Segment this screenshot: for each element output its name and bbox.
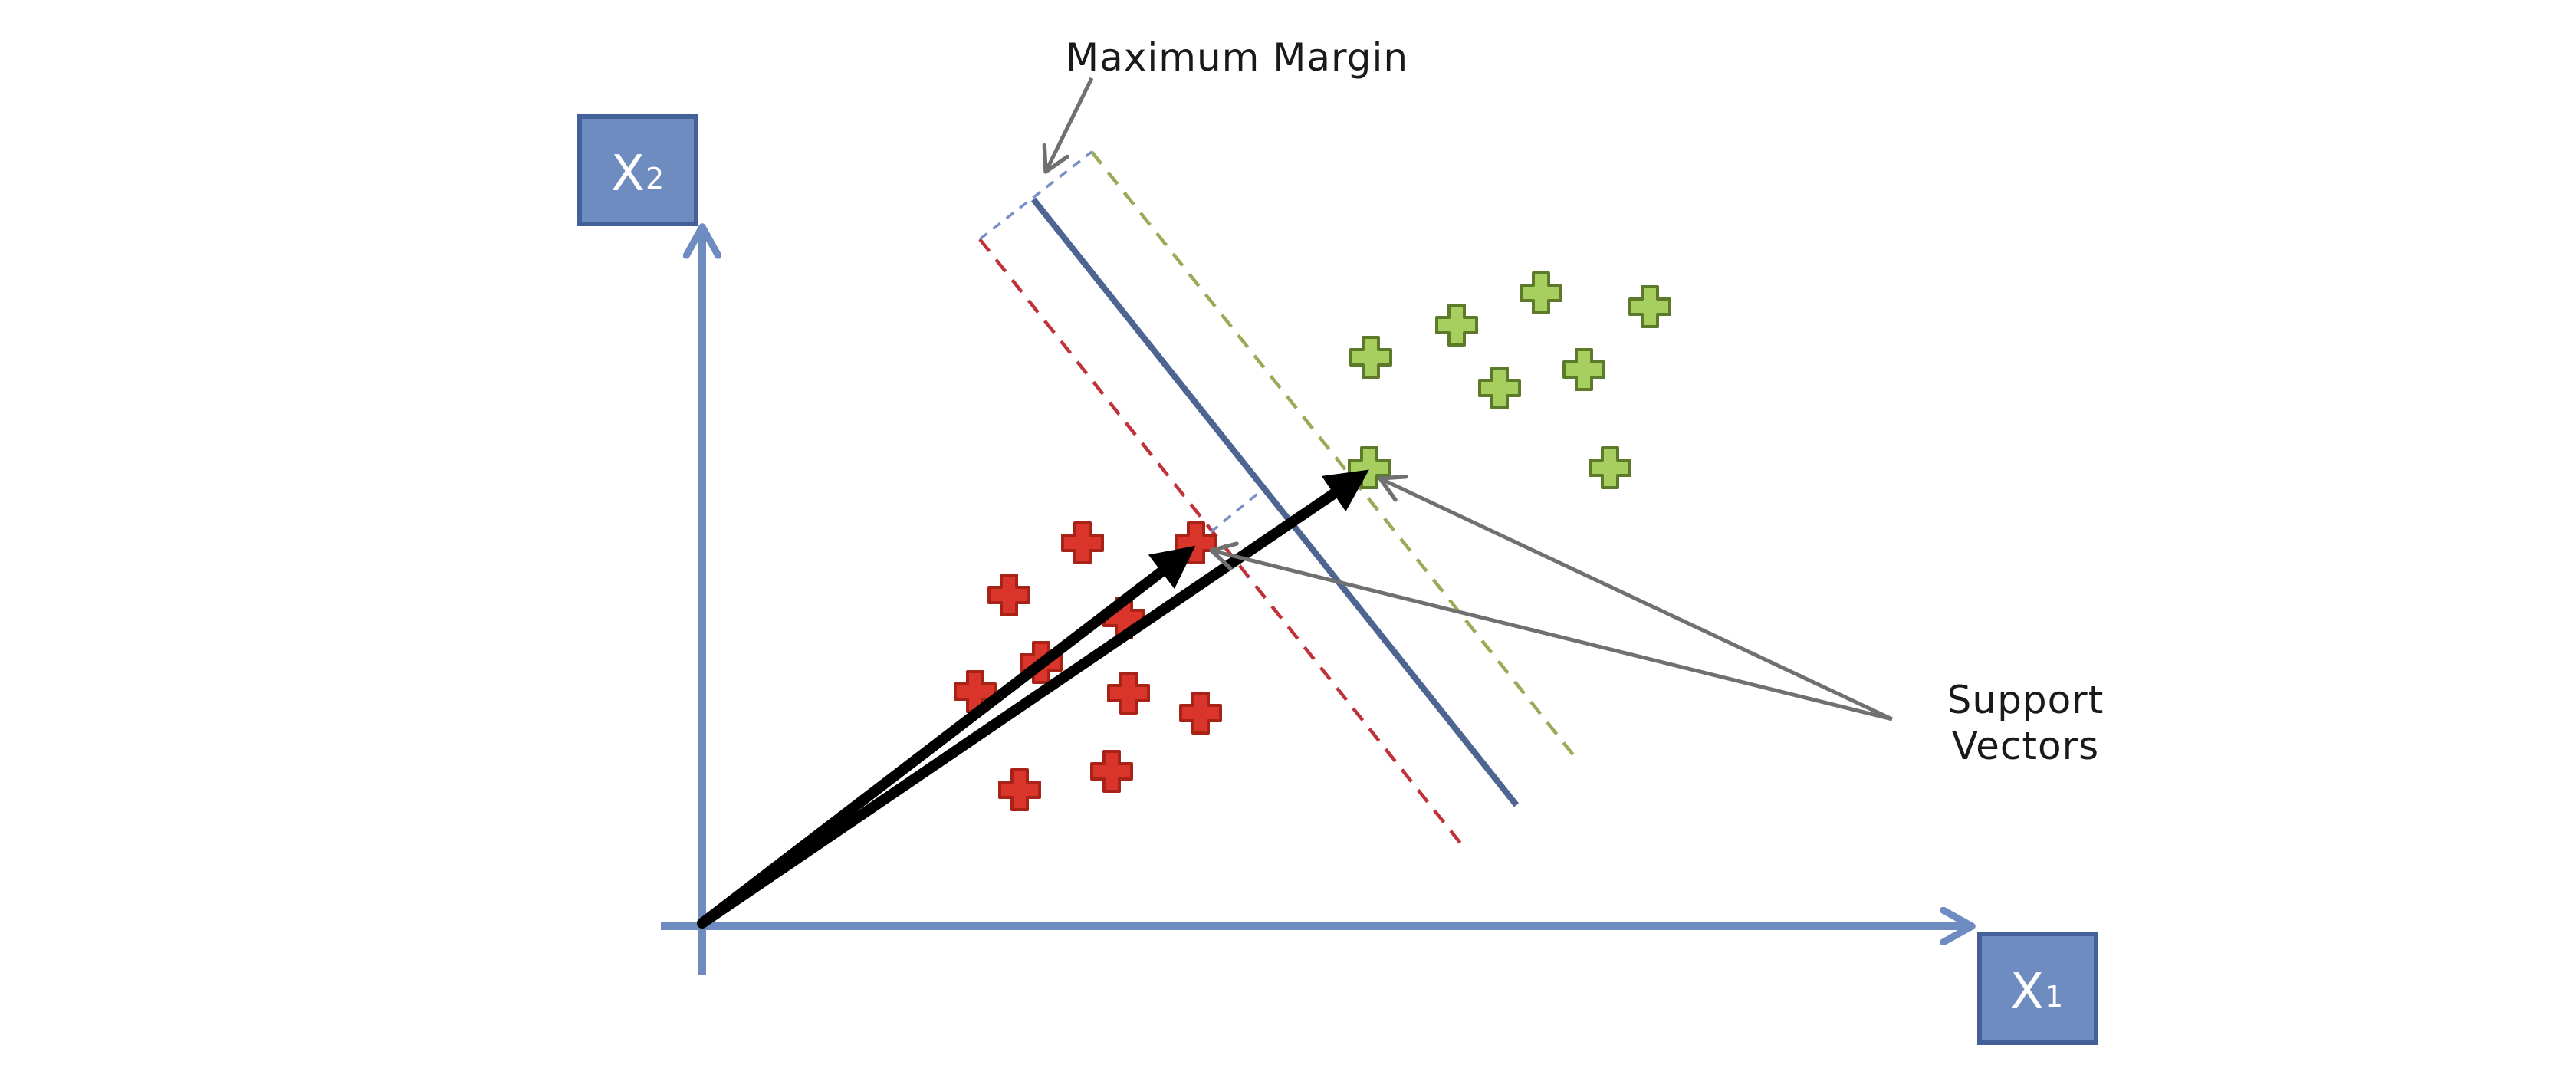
negative-point — [1107, 672, 1150, 715]
x1-subscript: 1 — [2045, 980, 2063, 1014]
negative-point — [1061, 521, 1104, 564]
support-vectors-pointer-positive — [1378, 475, 1894, 721]
positive-point — [1520, 271, 1562, 314]
positive-point — [1562, 348, 1605, 391]
negative-point — [987, 574, 1030, 616]
negative-margin-line — [978, 238, 1466, 850]
positive-point — [1349, 336, 1392, 379]
negative-point — [1179, 692, 1222, 735]
separating-hyperplane — [1030, 197, 1520, 807]
positive-point — [1478, 367, 1521, 409]
negative-point — [998, 768, 1041, 811]
x2-letter: X — [611, 146, 645, 202]
support-vectors-pointer-negative — [1209, 541, 1893, 721]
margin-width-guide-middle — [1196, 486, 1267, 544]
x2-axis-label: X 2 — [577, 114, 698, 226]
x2-subscript: 2 — [646, 162, 664, 196]
positive-point — [1435, 304, 1478, 347]
positive-point — [1589, 446, 1631, 489]
x1-axis-label: X 1 — [1977, 932, 2098, 1045]
vector-to-negative-support — [697, 545, 1196, 929]
support-vectors-label-line2: Vectors — [1952, 724, 2099, 768]
x1-letter: X — [2010, 964, 2044, 1021]
positive-class-points — [1348, 271, 1671, 489]
margin-width-guide-top — [978, 150, 1093, 241]
vector-to-positive-support — [697, 469, 1369, 929]
support-vectors-label-line1: Support — [1947, 678, 2104, 722]
positive-point — [1628, 285, 1671, 328]
positive-margin-line — [1090, 150, 1579, 762]
maximum-margin-pointer — [1042, 77, 1094, 174]
negative-point — [1090, 750, 1133, 793]
maximum-margin-label: Maximum Margin — [1066, 35, 1408, 80]
